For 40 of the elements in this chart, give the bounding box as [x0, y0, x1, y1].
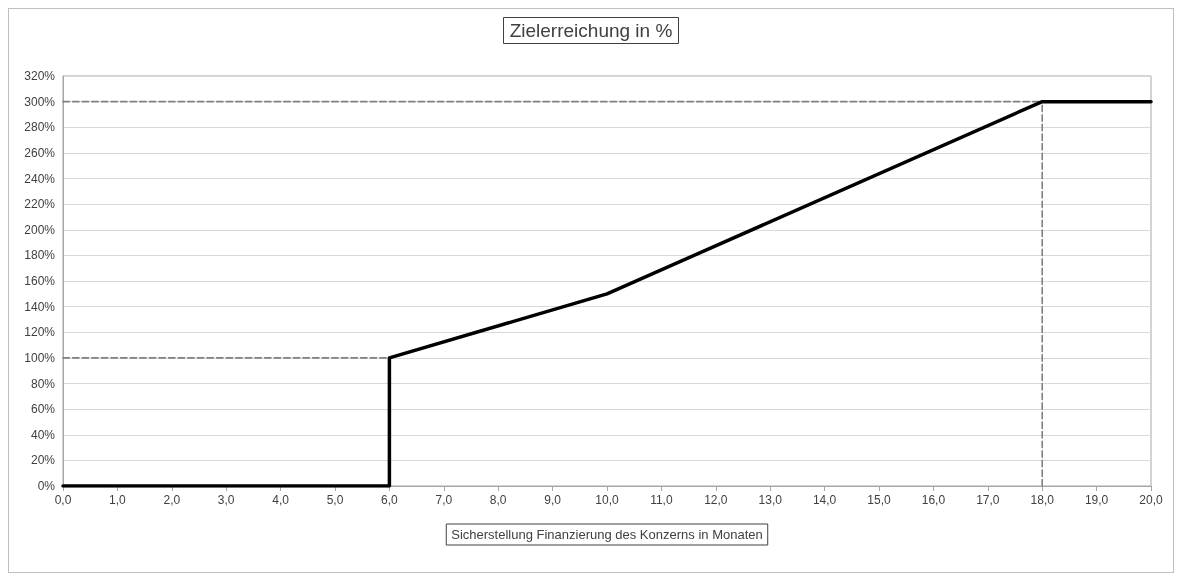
x-tick-label: 11,0	[650, 493, 673, 507]
y-tick-label: 260%	[24, 145, 56, 160]
y-tick-label: 80%	[30, 376, 56, 391]
y-tick-label: 0%	[37, 479, 56, 493]
chart-title: Zielerreichung in %	[509, 20, 673, 41]
y-tick-label: 40%	[30, 427, 56, 442]
x-tick-label: 16,0	[921, 493, 946, 507]
x-tick-label: 12,0	[704, 493, 728, 507]
y-tick-label: 220%	[24, 197, 56, 212]
x-tick-label: 13,0	[758, 493, 783, 507]
y-tick-label: 20%	[30, 453, 56, 468]
x-tick-label: 5,0	[326, 493, 344, 507]
x-tick-label: 14,0	[812, 493, 837, 507]
y-tick-label: 240%	[24, 171, 56, 186]
x-tick-label: 4,0	[272, 493, 290, 507]
x-tick-label: 20,0	[1139, 493, 1163, 507]
x-tick-label: 0,0	[54, 493, 72, 507]
y-tick-label: 320%	[24, 69, 56, 83]
y-tick-label: 200%	[24, 222, 56, 237]
x-axis-title: Sicherstellung Finanzierung des Konzerns in Monaten	[451, 527, 763, 542]
x-tick-label: 7,0	[435, 493, 453, 507]
x-tick-label: 10,0	[595, 493, 619, 507]
y-tick-label: 60%	[30, 402, 56, 417]
x-tick-label: 2,0	[163, 493, 181, 507]
x-tick-label: 17,0	[976, 493, 1000, 507]
x-tick-label: 3,0	[217, 493, 235, 507]
x-tick-label: 8,0	[489, 493, 507, 507]
y-tick-label: 180%	[24, 248, 56, 263]
y-tick-label: 160%	[24, 274, 56, 288]
x-tick-label: 18,0	[1030, 493, 1055, 507]
y-tick-label: 120%	[24, 325, 56, 340]
y-tick-label: 140%	[24, 299, 56, 314]
x-tick-label: 9,0	[544, 493, 562, 507]
x-tick-label: 15,0	[867, 493, 891, 507]
y-tick-label: 300%	[24, 94, 56, 109]
x-tick-label: 6,0	[381, 493, 399, 507]
y-tick-label: 100%	[24, 350, 56, 365]
x-tick-label: 1,0	[109, 493, 127, 507]
x-tick-label: 19,0	[1084, 493, 1109, 507]
y-tick-label: 280%	[24, 120, 56, 135]
